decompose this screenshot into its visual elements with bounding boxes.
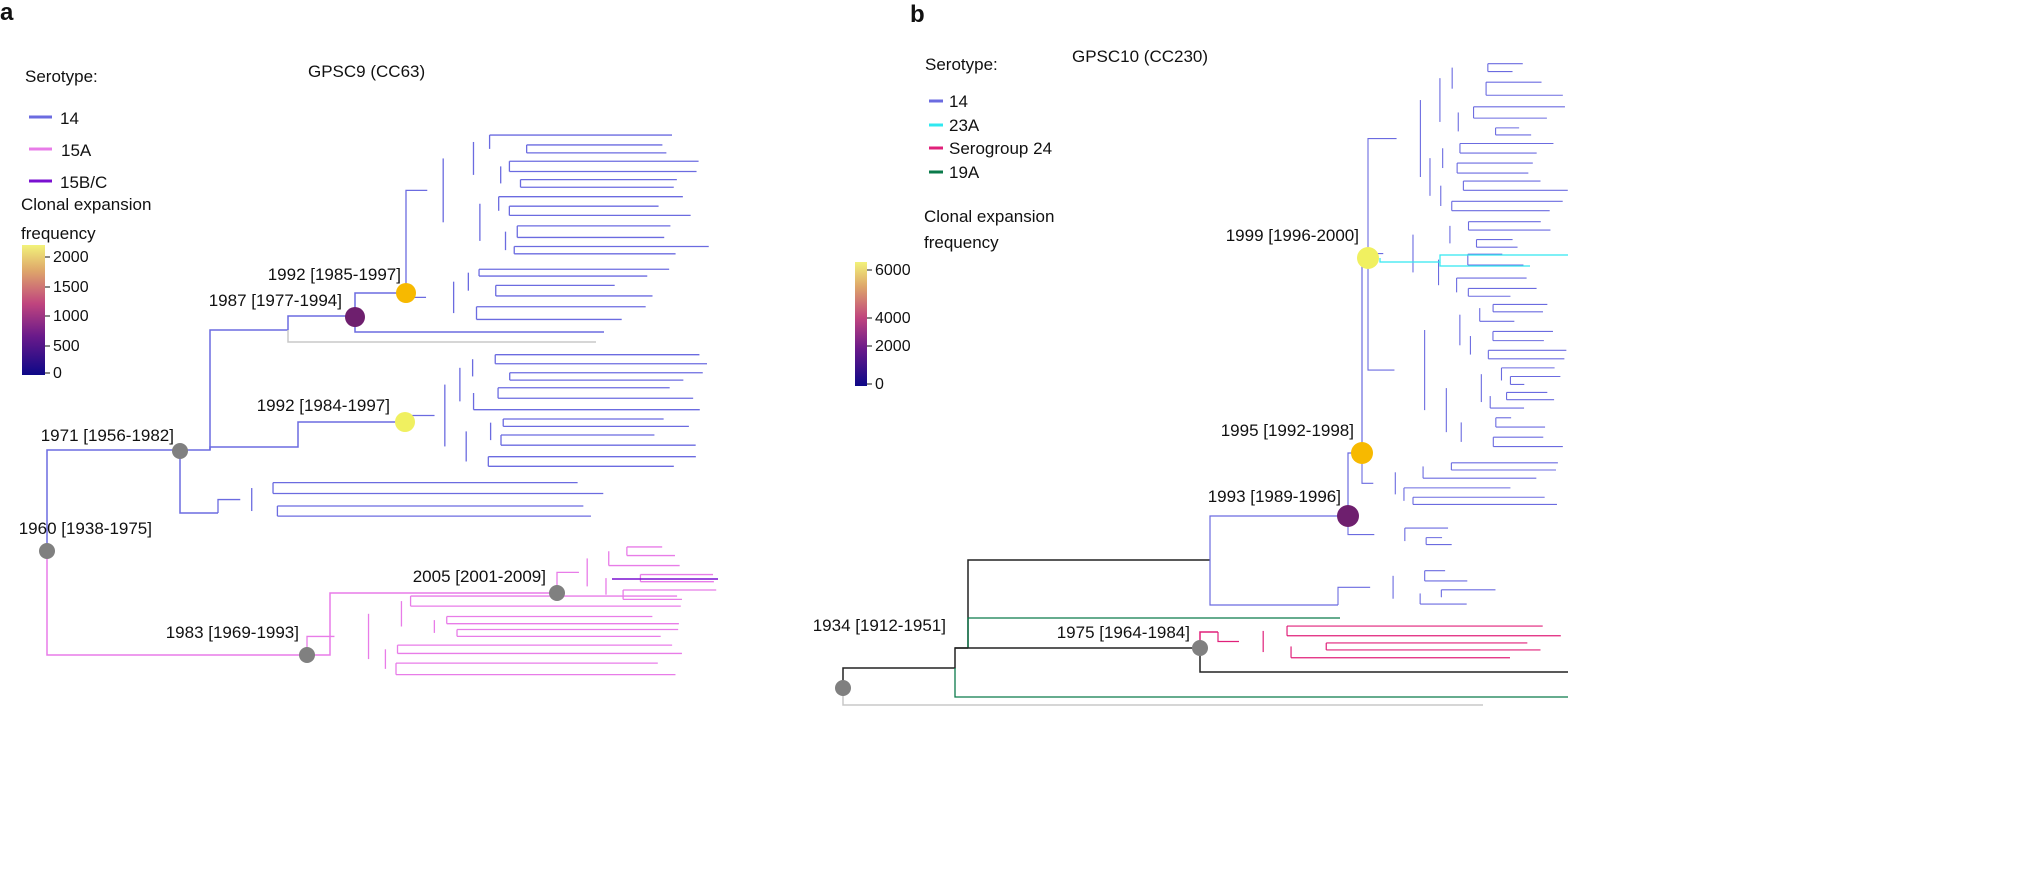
- tree-branch: [1209, 560, 1338, 606]
- legend-label: 15B/C: [60, 173, 107, 192]
- serotype-legend-b: 14 23A Serogroup 24 19A: [929, 92, 1052, 182]
- ancestral-node-marker: [835, 680, 851, 696]
- tree-title-b: GPSC10 (CC230): [1072, 47, 1208, 66]
- node-date-label: 1992 [1985-1997]: [268, 265, 401, 284]
- tree-branch: [1367, 137, 1397, 258]
- ancestral-node-marker: [549, 585, 565, 601]
- ancestral-node-marker: [345, 307, 365, 327]
- node-date-label: 1993 [1989-1996]: [1208, 487, 1341, 506]
- legend-label: Serogroup 24: [949, 139, 1052, 158]
- ancestral-node-marker: [39, 543, 55, 559]
- colorbar-a: 2000 1500 1000 500 0: [22, 245, 89, 382]
- node-date-label: 1934 [1912-1951]: [813, 616, 946, 635]
- tree-branch: [1361, 257, 1368, 453]
- ancestral-node-marker: [1351, 442, 1373, 464]
- node-date-label: 1992 [1984-1997]: [257, 396, 390, 415]
- ancestral-node-marker: [1337, 505, 1359, 527]
- colorbar-tick-label: 500: [53, 338, 80, 355]
- colorbar-tick-label: 6000: [875, 262, 911, 279]
- tree-branch: [209, 421, 405, 450]
- ancestral-node-marker: [172, 443, 188, 459]
- colorbar-title-b-line2: frequency: [924, 233, 999, 252]
- ancestral-node-marker: [1192, 640, 1208, 656]
- legend-label: 19A: [949, 163, 980, 182]
- panel-b: b GPSC10 (CC230) Serotype: 14 23A Serogr…: [813, 1, 1568, 706]
- node-date-label: 1987 [1977-1994]: [209, 291, 342, 310]
- tree-b: 1999 [1996-2000] 1995 [1992-1998] 1993 [19…: [813, 63, 1568, 706]
- tree-branch: [287, 315, 355, 330]
- colorbar-tick-label: 4000: [875, 310, 911, 327]
- legend-label: 15A: [61, 141, 92, 160]
- tree-branch: [1367, 258, 1395, 371]
- node-date-label: 1983 [1969-1993]: [166, 623, 299, 642]
- tree-branch: [307, 592, 557, 656]
- colorbar-tick-label: 0: [875, 376, 884, 393]
- node-date-label: 1975 [1964-1984]: [1057, 623, 1190, 642]
- tree-branch: [46, 449, 180, 551]
- colorbar-tick-label: 2000: [53, 249, 89, 266]
- ancestral-node-marker: [1357, 247, 1379, 269]
- colorbar-tick-label: 2000: [875, 338, 911, 355]
- legend-label: 14: [60, 109, 79, 128]
- colorbar-tick-label: 1000: [53, 308, 89, 325]
- tree-branch: [180, 329, 288, 451]
- node-date-label: 1999 [1996-2000]: [1226, 226, 1359, 245]
- tree-branch: [217, 498, 241, 513]
- tree-branch: [1209, 515, 1348, 560]
- node-date-label: 1995 [1992-1998]: [1221, 421, 1354, 440]
- colorbar-tick-label: 1500: [53, 279, 89, 296]
- tree-branch: [967, 617, 1340, 648]
- tree-branch: [354, 316, 604, 333]
- colorbar-b: 6000 4000 2000 0: [855, 262, 911, 393]
- tree-branch: [842, 647, 968, 688]
- colorbar-gradient-a: [22, 245, 45, 375]
- tree-branch: [46, 551, 307, 656]
- tree-branch: [287, 330, 596, 343]
- serotype-legend-a: 14 15A 15B/C: [29, 109, 107, 192]
- tree-branch: [179, 450, 218, 514]
- ancestral-node-marker: [299, 647, 315, 663]
- colorbar-title-a-line2: frequency: [21, 224, 96, 243]
- node-date-label: 2005 [2001-2009]: [413, 567, 546, 586]
- colorbar-title-a: Clonal expansion: [21, 195, 151, 214]
- panel-a: a GPSC9 (CC63) Serotype: 14 15A 15B/C Cl…: [0, 0, 718, 676]
- legend-label: 23A: [949, 116, 980, 135]
- colorbar-gradient-b: [855, 262, 867, 386]
- tree-branch: [1439, 262, 1530, 267]
- tree-branch: [1379, 254, 1568, 263]
- legend-label: 14: [949, 92, 968, 111]
- node-date-label: 1971 [1956-1982]: [41, 426, 174, 445]
- colorbar-tick-label: 0: [53, 365, 62, 382]
- tree-branch: [954, 668, 1568, 698]
- tree-a: 1960 [1938-1975] 1971 [1956-1982] 1987 [19…: [19, 134, 718, 676]
- ancestral-node-marker: [396, 283, 416, 303]
- panel-label-a: a: [0, 0, 14, 26]
- serotype-legend-title-a: Serotype:: [25, 67, 98, 86]
- tree-branch: [1337, 586, 1371, 605]
- tree-branch: [1217, 632, 1239, 643]
- tree-branch: [405, 189, 428, 293]
- tree-branch: [1199, 648, 1568, 673]
- colorbar-title-b: Clonal expansion: [924, 207, 1054, 226]
- panel-label-b: b: [910, 1, 925, 28]
- serotype-legend-title-b: Serotype:: [925, 55, 998, 74]
- ancestral-node-marker: [395, 412, 415, 432]
- node-date-label: 1960 [1938-1975]: [19, 519, 152, 538]
- tree-title-a: GPSC9 (CC63): [308, 62, 425, 81]
